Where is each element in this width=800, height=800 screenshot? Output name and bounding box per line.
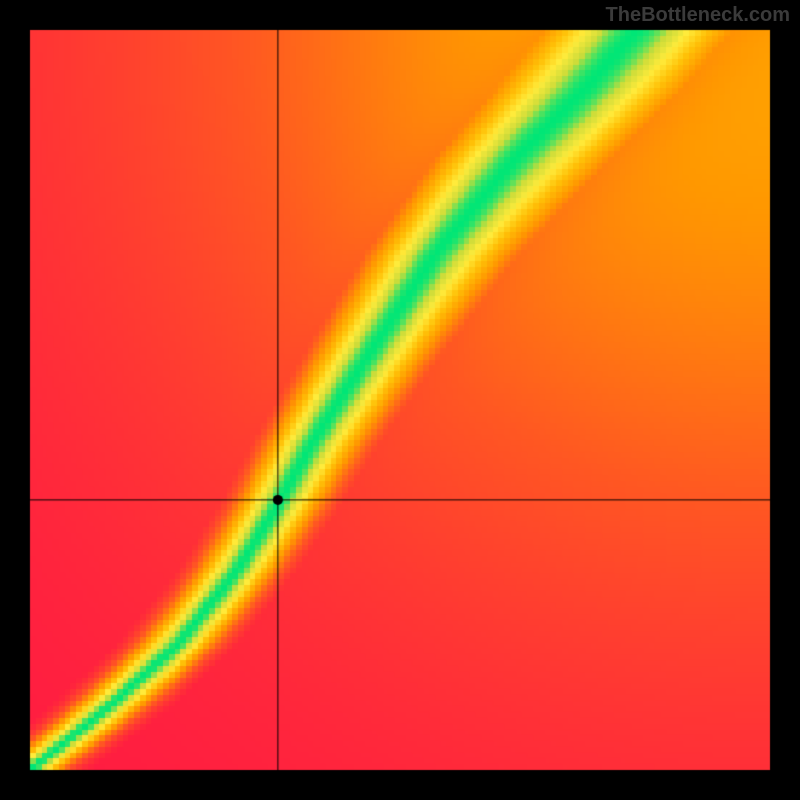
- heatmap-canvas: [0, 0, 800, 800]
- chart-container: TheBottleneck.com: [0, 0, 800, 800]
- watermark-text: TheBottleneck.com: [606, 4, 790, 27]
